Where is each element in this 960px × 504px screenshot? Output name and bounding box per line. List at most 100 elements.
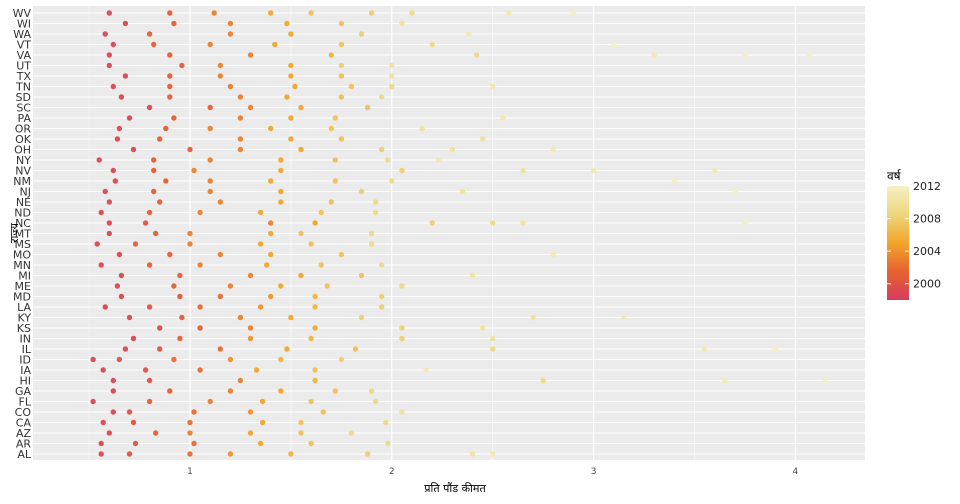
data-point <box>157 346 163 352</box>
data-point <box>116 251 123 258</box>
data-point <box>312 293 318 300</box>
data-point <box>308 241 314 247</box>
y-axis-tick-labels: ALARAZCACOFLGAHIIAIDILINKSKYLAMDMEMIMNMO… <box>13 7 32 461</box>
data-point <box>298 419 304 426</box>
data-point <box>268 293 274 300</box>
data-point <box>167 388 173 394</box>
data-point <box>191 440 197 447</box>
data-point <box>399 335 405 342</box>
y-tick-label: IA <box>20 364 31 377</box>
legend-title: वर्ष <box>887 169 902 183</box>
data-point <box>237 94 244 100</box>
y-tick-label: MT <box>15 228 31 241</box>
data-point <box>469 451 476 457</box>
data-point <box>469 272 476 279</box>
y-tick-label: FL <box>19 396 32 409</box>
data-point <box>102 31 108 37</box>
data-point <box>197 262 203 268</box>
data-point <box>217 346 223 352</box>
data-point <box>253 367 260 373</box>
legend-colorbar <box>887 186 909 300</box>
data-point <box>490 346 496 352</box>
y-tick-label: NC <box>15 217 31 230</box>
legend-labels: 2000 2004 2008 2012 <box>887 180 941 291</box>
data-point <box>227 31 234 37</box>
data-point <box>259 398 266 405</box>
data-point <box>102 304 108 310</box>
data-point <box>237 115 244 121</box>
data-point <box>257 440 264 447</box>
data-point <box>368 230 375 237</box>
data-point <box>247 325 254 331</box>
data-point <box>247 430 254 436</box>
data-point <box>435 157 441 163</box>
data-point <box>102 188 108 195</box>
data-point <box>90 398 96 405</box>
data-point <box>473 52 480 58</box>
data-point <box>118 272 125 279</box>
data-point <box>479 136 486 142</box>
data-point <box>364 451 371 457</box>
data-point <box>122 73 129 79</box>
data-point <box>379 146 385 153</box>
data-point <box>157 325 163 331</box>
data-point <box>490 220 496 226</box>
data-point <box>383 419 389 426</box>
data-point <box>385 440 391 447</box>
data-point <box>328 52 334 58</box>
data-point <box>292 83 298 90</box>
data-point <box>373 398 379 405</box>
data-point <box>110 41 117 48</box>
data-point <box>368 388 375 394</box>
data-point <box>114 283 121 289</box>
legend-label: 2004 <box>913 245 941 258</box>
data-point <box>157 199 163 205</box>
y-tick-label: ND <box>14 207 31 220</box>
data-point <box>207 104 213 111</box>
data-point <box>207 398 213 405</box>
y-tick-label: WV <box>13 7 32 20</box>
data-point <box>379 293 385 300</box>
data-point <box>98 209 104 216</box>
data-point <box>520 167 526 174</box>
data-point <box>90 356 96 363</box>
y-tick-label: IL <box>22 343 32 356</box>
data-point <box>389 178 395 184</box>
data-point <box>272 41 278 48</box>
data-point <box>611 41 617 48</box>
data-point <box>268 10 274 16</box>
y-tick-label: TX <box>16 70 32 83</box>
data-point <box>423 367 429 373</box>
data-point <box>126 115 133 121</box>
y-tick-label: VA <box>17 49 32 62</box>
data-point <box>259 419 266 426</box>
data-point <box>550 146 556 153</box>
data-point <box>308 440 314 447</box>
data-point <box>94 241 100 247</box>
data-point <box>118 94 125 100</box>
data-point <box>490 335 496 342</box>
data-point <box>332 388 338 394</box>
y-tick-label: MN <box>13 259 31 272</box>
data-point <box>247 335 254 342</box>
data-point <box>379 262 385 268</box>
data-point <box>389 62 395 69</box>
data-point <box>540 377 546 384</box>
data-point <box>153 230 159 237</box>
data-point <box>171 283 177 289</box>
data-point <box>146 377 153 384</box>
data-point <box>197 367 203 373</box>
data-point <box>459 188 466 195</box>
data-point <box>298 230 304 237</box>
y-tick-label: NV <box>15 165 31 178</box>
data-point <box>177 272 183 279</box>
y-tick-label: OK <box>15 133 32 146</box>
data-point <box>167 83 173 90</box>
data-point <box>742 220 748 226</box>
legend-label: 2012 <box>913 180 941 193</box>
data-points <box>90 10 829 457</box>
data-point <box>742 52 748 58</box>
data-point <box>112 178 119 184</box>
data-point <box>179 314 185 321</box>
data-point <box>338 136 345 142</box>
